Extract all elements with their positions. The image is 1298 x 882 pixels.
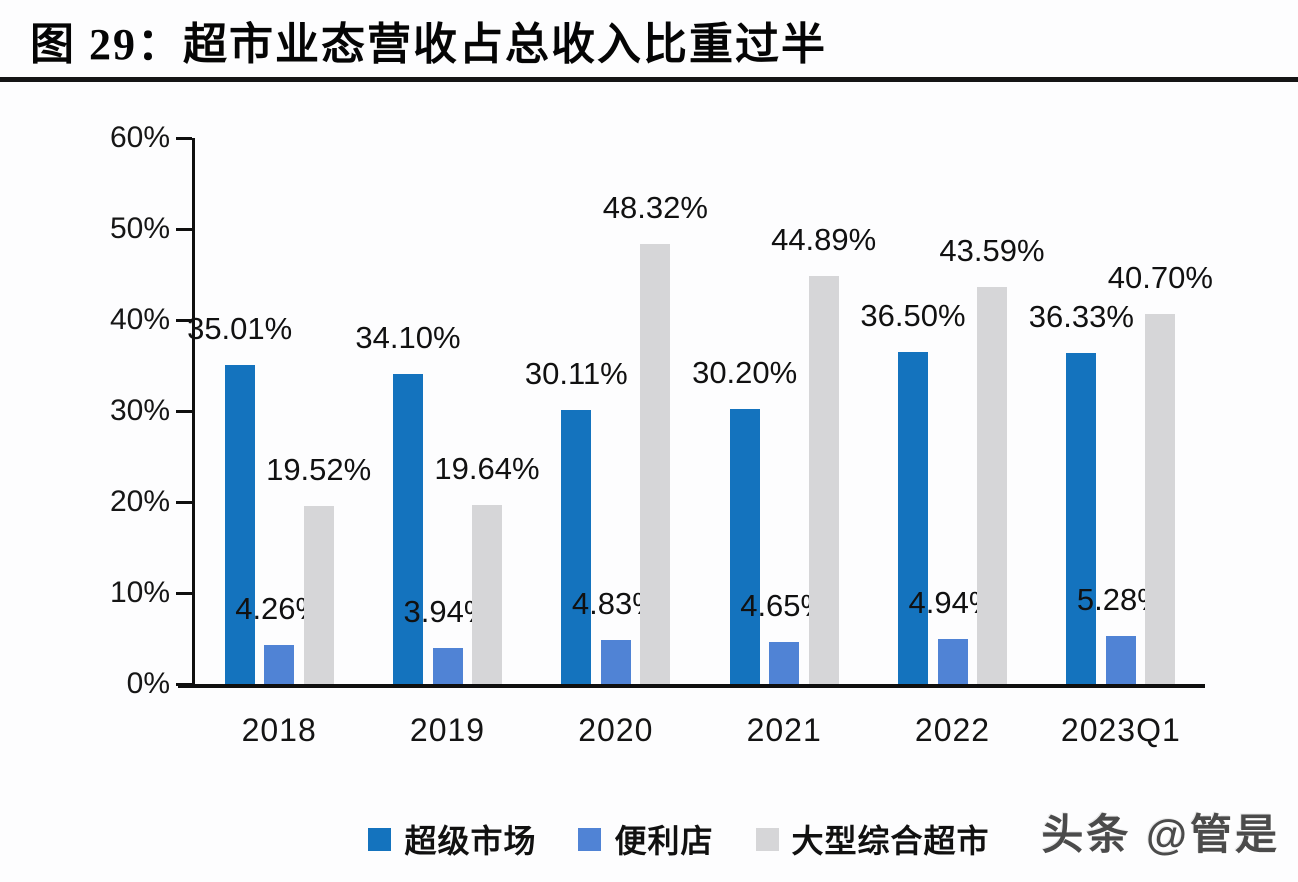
x-axis-label-2022: 2022 xyxy=(914,712,991,748)
bar-value-label: 36.50% xyxy=(860,297,966,333)
legend-label: 大型综合超市 xyxy=(791,823,990,859)
bar-value-label: 19.52% xyxy=(266,452,372,488)
x-axis-label-2021: 2021 xyxy=(746,712,822,748)
title-divider-line xyxy=(0,77,1298,82)
bar-value-label: 30.20% xyxy=(692,355,798,391)
bar-value-label: 4.26% xyxy=(235,591,324,627)
legend-item-超级市场: 超级市场 xyxy=(368,816,536,862)
y-axis-tick xyxy=(176,137,192,140)
toutiao-watermark: 头条 @管是 xyxy=(1041,811,1280,858)
bar-超级市场-2018 xyxy=(224,365,255,684)
bar-大型综合超市-2021 xyxy=(808,275,839,684)
bar-value-label: 3.94% xyxy=(403,594,492,630)
bar-便利店-2020 xyxy=(600,640,631,684)
bar-value-label: 34.10% xyxy=(355,319,461,355)
bar-便利店-2022 xyxy=(937,639,968,684)
x-axis-label-2019: 2019 xyxy=(409,712,486,748)
x-axis-label-2020: 2020 xyxy=(578,712,654,748)
bar-超级市场-2023Q1 xyxy=(1066,353,1097,684)
bar-便利店-2023Q1 xyxy=(1105,635,1136,684)
bar-超级市场-2019 xyxy=(393,373,423,684)
bar-value-label: 19.64% xyxy=(434,451,540,487)
bar-超级市场-2021 xyxy=(729,409,760,684)
legend-swatch-icon xyxy=(578,827,602,851)
y-axis-label: 50% xyxy=(109,212,170,245)
bar-value-label: 30.11% xyxy=(524,356,628,391)
bar-大型综合超市-2020 xyxy=(640,244,671,684)
bar-超级市场-2020 xyxy=(561,410,592,684)
x-axis-line xyxy=(178,684,1205,688)
y-axis-label: 30% xyxy=(109,394,170,427)
y-axis-tick xyxy=(176,410,192,413)
bar-大型综合超市-2022 xyxy=(977,287,1007,684)
bar-value-label: 4.65% xyxy=(740,587,829,623)
x-axis-label-2023Q1: 2023Q1 xyxy=(1060,712,1181,748)
legend-swatch-icon xyxy=(368,827,392,851)
bar-value-label: 48.32% xyxy=(602,190,708,226)
bar-value-label: 40.70% xyxy=(1107,259,1213,295)
bar-value-label: 4.83% xyxy=(571,586,660,622)
y-axis-tick xyxy=(176,592,192,595)
y-axis-label: 40% xyxy=(109,303,170,336)
y-axis-label: 10% xyxy=(109,576,170,609)
bar-value-label: 4.94% xyxy=(908,585,997,621)
legend-item-大型综合超市: 大型综合超市 xyxy=(755,816,990,862)
bar-大型综合超市-2018 xyxy=(303,506,334,684)
bar-便利店-2021 xyxy=(769,641,800,684)
legend-item-便利店: 便利店 xyxy=(578,816,713,862)
y-axis-tick xyxy=(176,501,192,504)
legend-label: 便利店 xyxy=(614,823,714,859)
chart-legend: 超级市场 便利店 大型综合超市 xyxy=(0,816,1298,862)
bar-value-label: 36.33% xyxy=(1028,299,1134,335)
bar-value-label: 5.28% xyxy=(1076,581,1165,617)
y-axis-tick xyxy=(176,319,192,322)
y-axis-label: 0% xyxy=(126,667,170,700)
bar-大型综合超市-2023Q1 xyxy=(1145,313,1176,684)
bar-便利店-2018 xyxy=(264,645,295,684)
chart-figure-title: 图 29：超市业态营收占总收入比重过半 xyxy=(30,20,827,69)
y-axis-label: 20% xyxy=(109,485,170,518)
y-axis-label: 60% xyxy=(109,121,170,154)
bar-value-label: 43.59% xyxy=(939,233,1045,269)
plot-area: 60% 50% 40% 30% 20% 10% 0% 35.01% 4.26% 19.52% 201… xyxy=(110,121,1213,748)
bar-大型综合超市-2019 xyxy=(472,505,502,684)
x-axis-label-2018: 2018 xyxy=(241,712,317,748)
bar-便利店-2019 xyxy=(432,648,463,684)
bar-value-label: 35.01% xyxy=(187,311,293,347)
legend-label: 超级市场 xyxy=(404,823,537,859)
y-axis-tick xyxy=(176,683,192,686)
bar-value-label: 44.89% xyxy=(771,221,877,257)
legend-swatch-icon xyxy=(755,827,779,851)
bar-超级市场-2022 xyxy=(898,351,928,684)
y-axis-tick xyxy=(176,228,192,231)
